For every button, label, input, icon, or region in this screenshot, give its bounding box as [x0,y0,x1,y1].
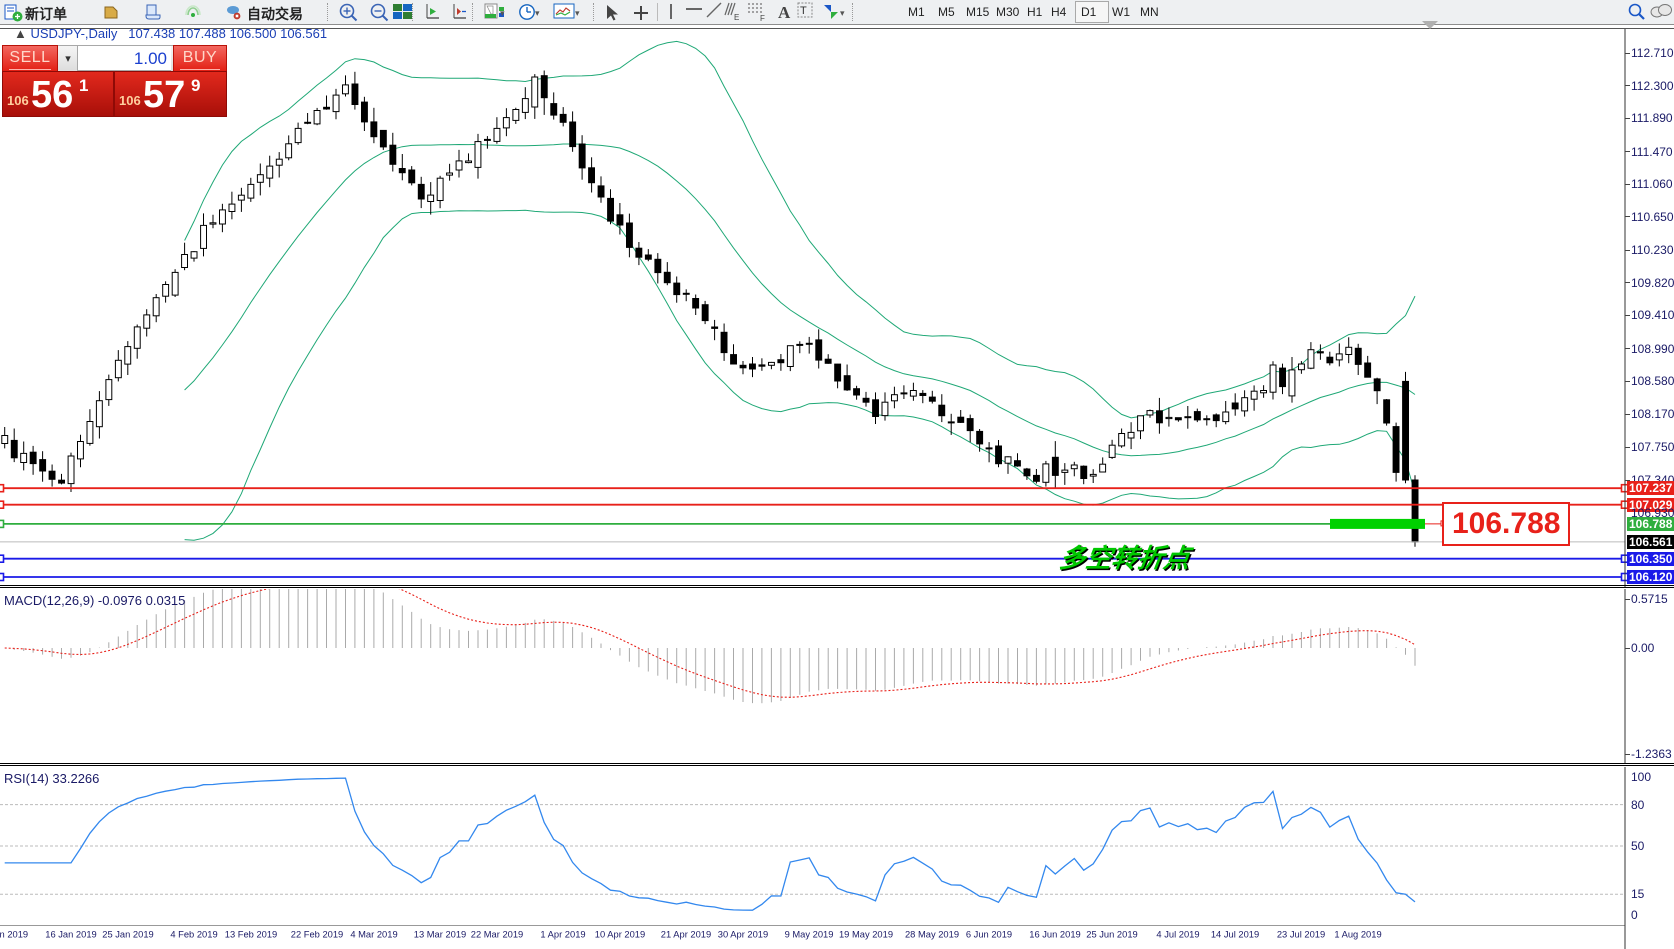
svg-text:T: T [800,5,807,17]
svg-text:E: E [734,13,739,21]
svg-text:F: F [760,14,765,22]
